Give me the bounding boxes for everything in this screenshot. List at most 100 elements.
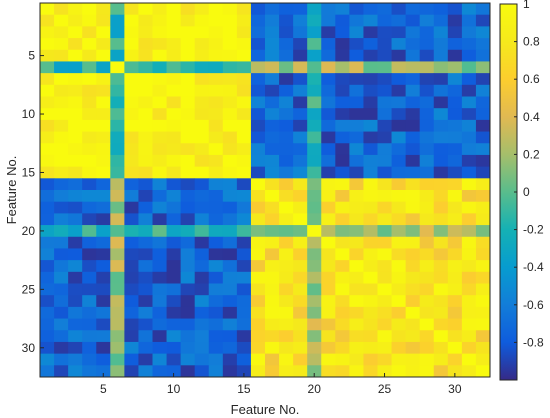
heatmap-cell: [447, 330, 463, 343]
heatmap-cell: [96, 353, 111, 366]
heatmap-cell: [208, 330, 224, 343]
heatmap-cell: [363, 143, 378, 156]
heatmap-cell: [335, 26, 350, 39]
heatmap-cell: [475, 318, 491, 331]
heatmap-cell: [54, 119, 69, 132]
heatmap-cell: [54, 84, 69, 97]
heatmap-cell: [180, 248, 196, 261]
heatmap-cell: [54, 108, 69, 121]
heatmap-cell: [152, 225, 167, 238]
heatmap-cell: [138, 365, 153, 378]
heatmap-cell: [447, 49, 463, 62]
heatmap-cell: [363, 318, 378, 331]
heatmap-cell: [405, 271, 421, 284]
heatmap-cell: [110, 96, 125, 109]
heatmap-cell: [110, 330, 125, 343]
colorbar-tick-label: -0.4: [523, 260, 544, 274]
heatmap-cell: [419, 201, 435, 214]
heatmap-cell: [321, 306, 336, 319]
heatmap-cell: [166, 108, 182, 121]
heatmap-cell: [138, 283, 153, 296]
heatmap-cell: [166, 38, 182, 51]
heatmap-cell: [222, 330, 238, 343]
heatmap-cell: [475, 84, 491, 97]
heatmap-cell: [236, 213, 252, 226]
heatmap-cell: [138, 271, 153, 284]
y-tick-label: 10: [22, 107, 36, 121]
heatmap-cell: [377, 96, 392, 109]
heatmap-cell: [475, 38, 491, 51]
heatmap-cell: [419, 260, 435, 273]
heatmap-cell: [433, 283, 449, 296]
heatmap-cell: [363, 260, 378, 273]
heatmap-cell: [461, 26, 477, 39]
heatmap-cell: [419, 49, 435, 62]
heatmap-cell: [405, 73, 421, 86]
heatmap-cell: [208, 306, 224, 319]
heatmap-cell: [236, 353, 252, 366]
heatmap-cell: [152, 341, 167, 355]
heatmap-cell: [110, 84, 125, 97]
heatmap-cell: [82, 84, 97, 97]
heatmap-cell: [293, 260, 308, 273]
heatmap-cell: [40, 318, 55, 331]
heatmap-cell: [335, 341, 350, 355]
heatmap-cell: [419, 236, 435, 249]
heatmap-cell: [405, 154, 421, 168]
heatmap-cell: [236, 38, 252, 51]
heatmap-cell: [321, 26, 336, 39]
heatmap-cell: [152, 365, 167, 378]
heatmap-cell: [405, 119, 421, 132]
heatmap-cell: [54, 73, 69, 86]
heatmap-cell: [349, 353, 364, 366]
heatmap-cell: [405, 260, 421, 273]
heatmap-cell: [138, 318, 153, 331]
heatmap-cell: [293, 306, 308, 319]
heatmap-cell: [265, 61, 280, 74]
heatmap-cell: [279, 166, 294, 179]
heatmap-cell: [152, 38, 167, 51]
heatmap-cell: [405, 213, 421, 226]
heatmap-cell: [307, 61, 322, 74]
heatmap-cell: [208, 190, 224, 203]
heatmap-cell: [475, 201, 491, 214]
heatmap-cell: [475, 341, 491, 355]
heatmap-cell: [124, 201, 139, 214]
heatmap-cell: [250, 38, 266, 51]
heatmap-cell: [349, 236, 364, 249]
heatmap-cell: [236, 283, 252, 296]
heatmap-cell: [391, 108, 407, 121]
heatmap-cell: [180, 119, 196, 132]
heatmap-cell: [40, 14, 55, 27]
heatmap-cell: [208, 178, 224, 191]
colorbar-tick-label: -0.8: [523, 335, 544, 349]
heatmap-cell: [222, 38, 238, 51]
heatmap-cell: [335, 14, 350, 27]
x-axis-label: Feature No.: [231, 402, 300, 417]
heatmap-cell: [349, 26, 364, 39]
heatmap-cell: [54, 213, 69, 226]
heatmap-cell: [461, 49, 477, 62]
heatmap-cell: [279, 225, 294, 238]
heatmap-cell: [279, 353, 294, 366]
heatmap-cell: [461, 190, 477, 203]
heatmap-cell: [54, 225, 69, 238]
heatmap-cell: [447, 119, 463, 132]
heatmap-cell: [82, 201, 97, 214]
heatmap-cell: [265, 283, 280, 296]
heatmap-cell: [265, 248, 280, 261]
heatmap-cell: [54, 190, 69, 203]
heatmap-cell: [96, 330, 111, 343]
heatmap-cell: [124, 26, 139, 39]
heatmap-cell: [180, 154, 196, 168]
heatmap-cell: [236, 108, 252, 121]
heatmap-cell: [335, 38, 350, 51]
heatmap-cell: [391, 166, 407, 179]
heatmap-cell: [222, 341, 238, 355]
heatmap-cell: [377, 178, 392, 191]
heatmap-cell: [138, 236, 153, 249]
heatmap-cell: [110, 341, 125, 355]
heatmap-cell: [222, 201, 238, 214]
heatmap-cell: [391, 96, 407, 109]
heatmap-cell: [405, 248, 421, 261]
